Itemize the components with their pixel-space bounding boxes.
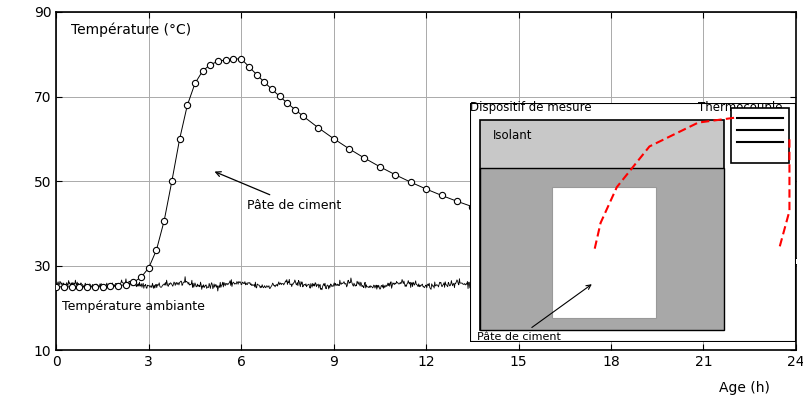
Text: Température (°C): Température (°C): [71, 22, 191, 37]
Bar: [479, 120, 724, 330]
Text: Pâte de ciment: Pâte de ciment: [215, 172, 341, 212]
Text: Pâte de ciment: Pâte de ciment: [476, 285, 590, 342]
X-axis label: Age (h): Age (h): [718, 380, 768, 395]
Text: Température ambiante: Température ambiante: [62, 300, 205, 313]
Text: Isolant: Isolant: [492, 129, 532, 142]
Text: Dispositif de mesure: Dispositif de mesure: [470, 101, 591, 114]
Bar: [479, 168, 724, 330]
Bar: [730, 108, 789, 163]
Bar: [551, 187, 655, 318]
Text: Thermocouple: Thermocouple: [697, 101, 782, 114]
